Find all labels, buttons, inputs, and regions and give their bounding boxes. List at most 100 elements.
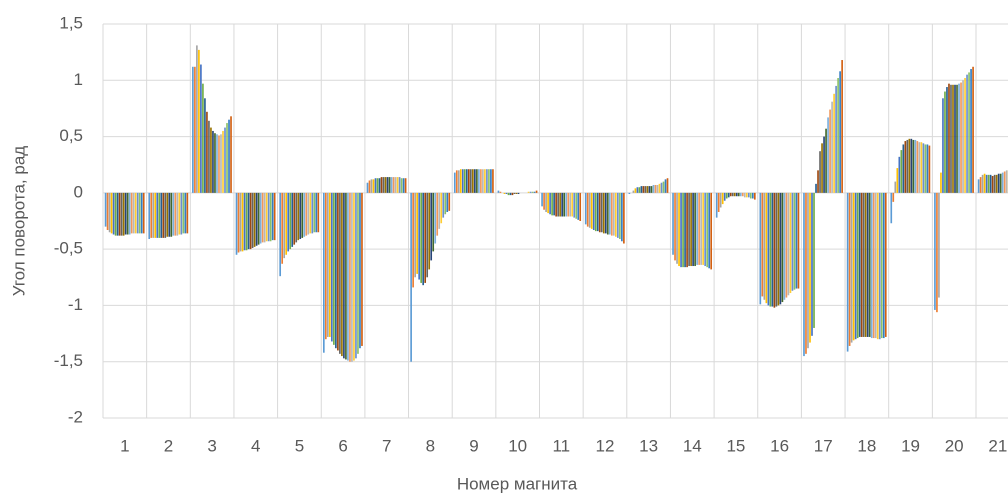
bar xyxy=(696,192,698,265)
bar xyxy=(575,192,578,219)
bar xyxy=(509,192,512,196)
bar xyxy=(852,192,855,341)
bar xyxy=(388,177,391,193)
bar xyxy=(600,192,603,233)
bar xyxy=(307,192,310,235)
y-axis-title: Угол поворота, рад xyxy=(9,146,28,296)
bar xyxy=(273,192,276,241)
bar xyxy=(192,66,194,193)
bar xyxy=(404,178,407,193)
bar xyxy=(970,69,972,193)
bar xyxy=(767,192,770,306)
bar xyxy=(228,119,230,193)
bar xyxy=(259,192,262,244)
bar xyxy=(1003,171,1006,193)
bar xyxy=(170,192,173,237)
bar xyxy=(130,192,133,234)
bar xyxy=(503,192,506,194)
x-tick-label: 1 xyxy=(120,436,129,455)
bar xyxy=(249,192,252,250)
bar xyxy=(825,128,827,193)
bar xyxy=(416,192,418,274)
bar xyxy=(122,192,125,236)
bar xyxy=(194,66,196,193)
bar xyxy=(301,192,304,238)
bar xyxy=(329,192,331,337)
bar xyxy=(311,192,314,234)
bar xyxy=(902,144,905,193)
bar xyxy=(206,111,208,193)
bar xyxy=(547,192,549,214)
bar xyxy=(241,192,244,252)
bar xyxy=(436,192,439,236)
bar xyxy=(894,181,897,193)
bar xyxy=(608,192,611,235)
bar xyxy=(571,192,574,217)
bar xyxy=(640,186,643,193)
bar xyxy=(251,192,254,249)
bar xyxy=(527,191,530,193)
bar xyxy=(710,192,713,270)
bar xyxy=(247,192,250,250)
bar xyxy=(313,192,316,233)
bar xyxy=(781,192,784,303)
bar xyxy=(916,141,919,193)
bar xyxy=(727,192,730,198)
bar xyxy=(868,192,871,337)
bar xyxy=(765,192,768,304)
bar xyxy=(142,192,145,234)
bar xyxy=(138,192,141,234)
bar xyxy=(652,184,655,193)
y-tick-label: 0 xyxy=(74,182,83,201)
bar xyxy=(118,192,121,236)
bar xyxy=(347,192,349,361)
bar xyxy=(378,178,381,193)
bar xyxy=(279,192,282,277)
bar xyxy=(912,139,915,193)
bar xyxy=(529,191,532,193)
bar xyxy=(769,192,772,307)
bar xyxy=(936,192,938,313)
bar xyxy=(819,151,821,193)
bar xyxy=(577,192,580,220)
bar xyxy=(884,192,887,337)
bar xyxy=(787,192,790,296)
bar xyxy=(906,139,909,193)
bar xyxy=(361,192,363,346)
bar xyxy=(922,143,925,193)
bar xyxy=(168,192,171,237)
bar xyxy=(1001,172,1004,193)
bar xyxy=(839,71,841,193)
bar xyxy=(1005,170,1008,193)
x-tick-label: 10 xyxy=(508,436,527,455)
bar xyxy=(154,192,157,238)
bar xyxy=(989,174,992,193)
bar xyxy=(870,192,873,339)
bar xyxy=(337,192,339,351)
bar xyxy=(946,87,948,193)
bar xyxy=(553,192,555,216)
bar xyxy=(497,190,500,193)
bar xyxy=(579,192,582,221)
bar xyxy=(459,169,462,193)
x-tick-label: 9 xyxy=(469,436,478,455)
bar xyxy=(938,192,940,298)
bar xyxy=(664,179,667,193)
y-tick-label: -2 xyxy=(68,407,83,426)
bar xyxy=(606,192,609,235)
bar xyxy=(484,169,486,193)
bar xyxy=(208,120,210,193)
bar xyxy=(446,192,449,212)
bar xyxy=(638,187,641,193)
bar xyxy=(972,66,974,193)
bar xyxy=(880,192,883,339)
bar xyxy=(461,169,464,193)
bar xyxy=(569,192,572,217)
bar xyxy=(617,192,619,238)
bar xyxy=(908,138,911,193)
bar xyxy=(848,192,851,346)
bar xyxy=(555,192,557,217)
bar xyxy=(430,192,433,261)
bar xyxy=(573,192,576,218)
bar xyxy=(424,192,427,283)
